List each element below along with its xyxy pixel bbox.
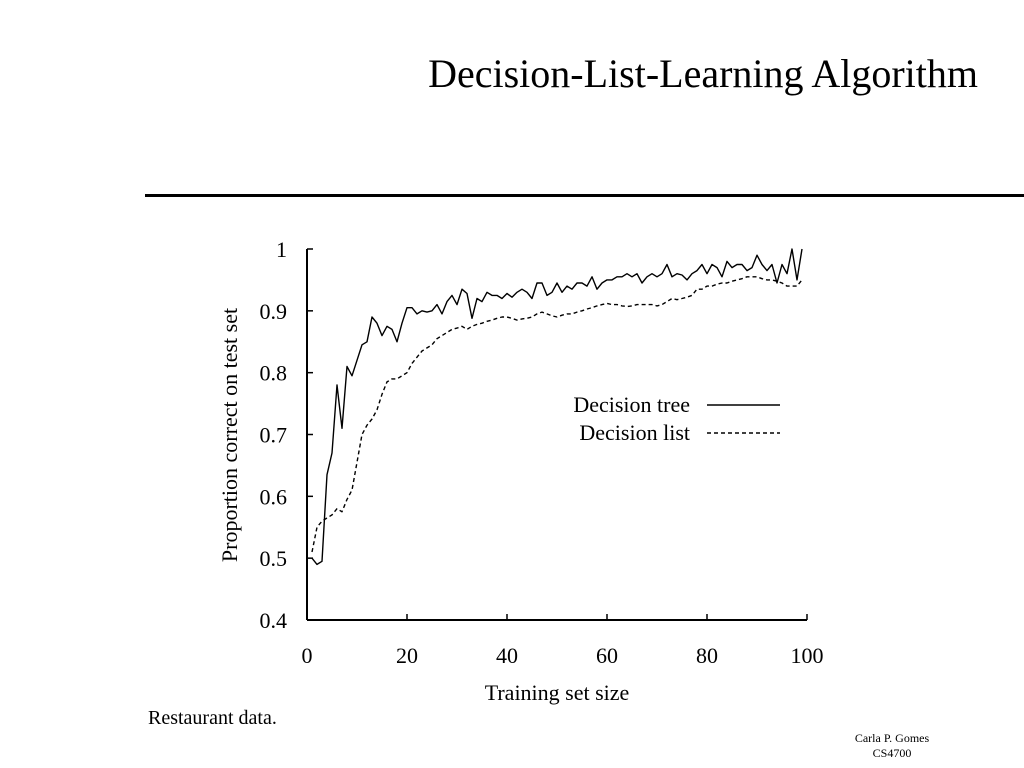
series-line-decision-tree bbox=[311, 248, 803, 566]
footer-course: CS4700 bbox=[872, 746, 912, 760]
legend-label: Decision list bbox=[579, 420, 690, 445]
slide-caption: Restaurant data. bbox=[148, 707, 277, 729]
x-axis-label: Training set size bbox=[485, 680, 630, 705]
legend-label: Decision tree bbox=[573, 392, 690, 417]
x-tick-label: 80 bbox=[696, 643, 718, 668]
x-tick-label: 0 bbox=[302, 643, 313, 668]
chart-ticks: 0 20 40 60 80 100 0.4 0.5 0.6 0.7 0.8 0.9 1 bbox=[260, 237, 824, 668]
footer-author: Carla P. Gomes bbox=[854, 731, 930, 745]
slide-title: Decision-List-Learning Algorithm bbox=[428, 51, 978, 96]
y-tick-label: 0.7 bbox=[260, 423, 288, 448]
x-tick-label: 100 bbox=[791, 643, 824, 668]
y-tick-label: 0.4 bbox=[260, 608, 288, 633]
y-tick-label: 0.5 bbox=[260, 546, 288, 571]
x-tick-label: 40 bbox=[496, 643, 518, 668]
chart-legend: Decision tree Decision list bbox=[573, 392, 780, 445]
title-divider bbox=[145, 194, 1024, 197]
y-axis-label: Proportion correct on test set bbox=[217, 308, 242, 562]
y-tick-label: 0.6 bbox=[260, 484, 288, 509]
y-tick-label: 0.8 bbox=[260, 361, 288, 386]
series-line-decision-list bbox=[311, 276, 803, 553]
chart-series bbox=[311, 248, 803, 566]
x-tick-label: 60 bbox=[596, 643, 618, 668]
slide-footer: Carla P. Gomes CS4700 bbox=[832, 731, 952, 761]
y-tick-label: 0.9 bbox=[260, 299, 288, 324]
chart-axes bbox=[306, 249, 807, 621]
y-tick-label: 1 bbox=[276, 237, 287, 262]
x-tick-label: 20 bbox=[396, 643, 418, 668]
